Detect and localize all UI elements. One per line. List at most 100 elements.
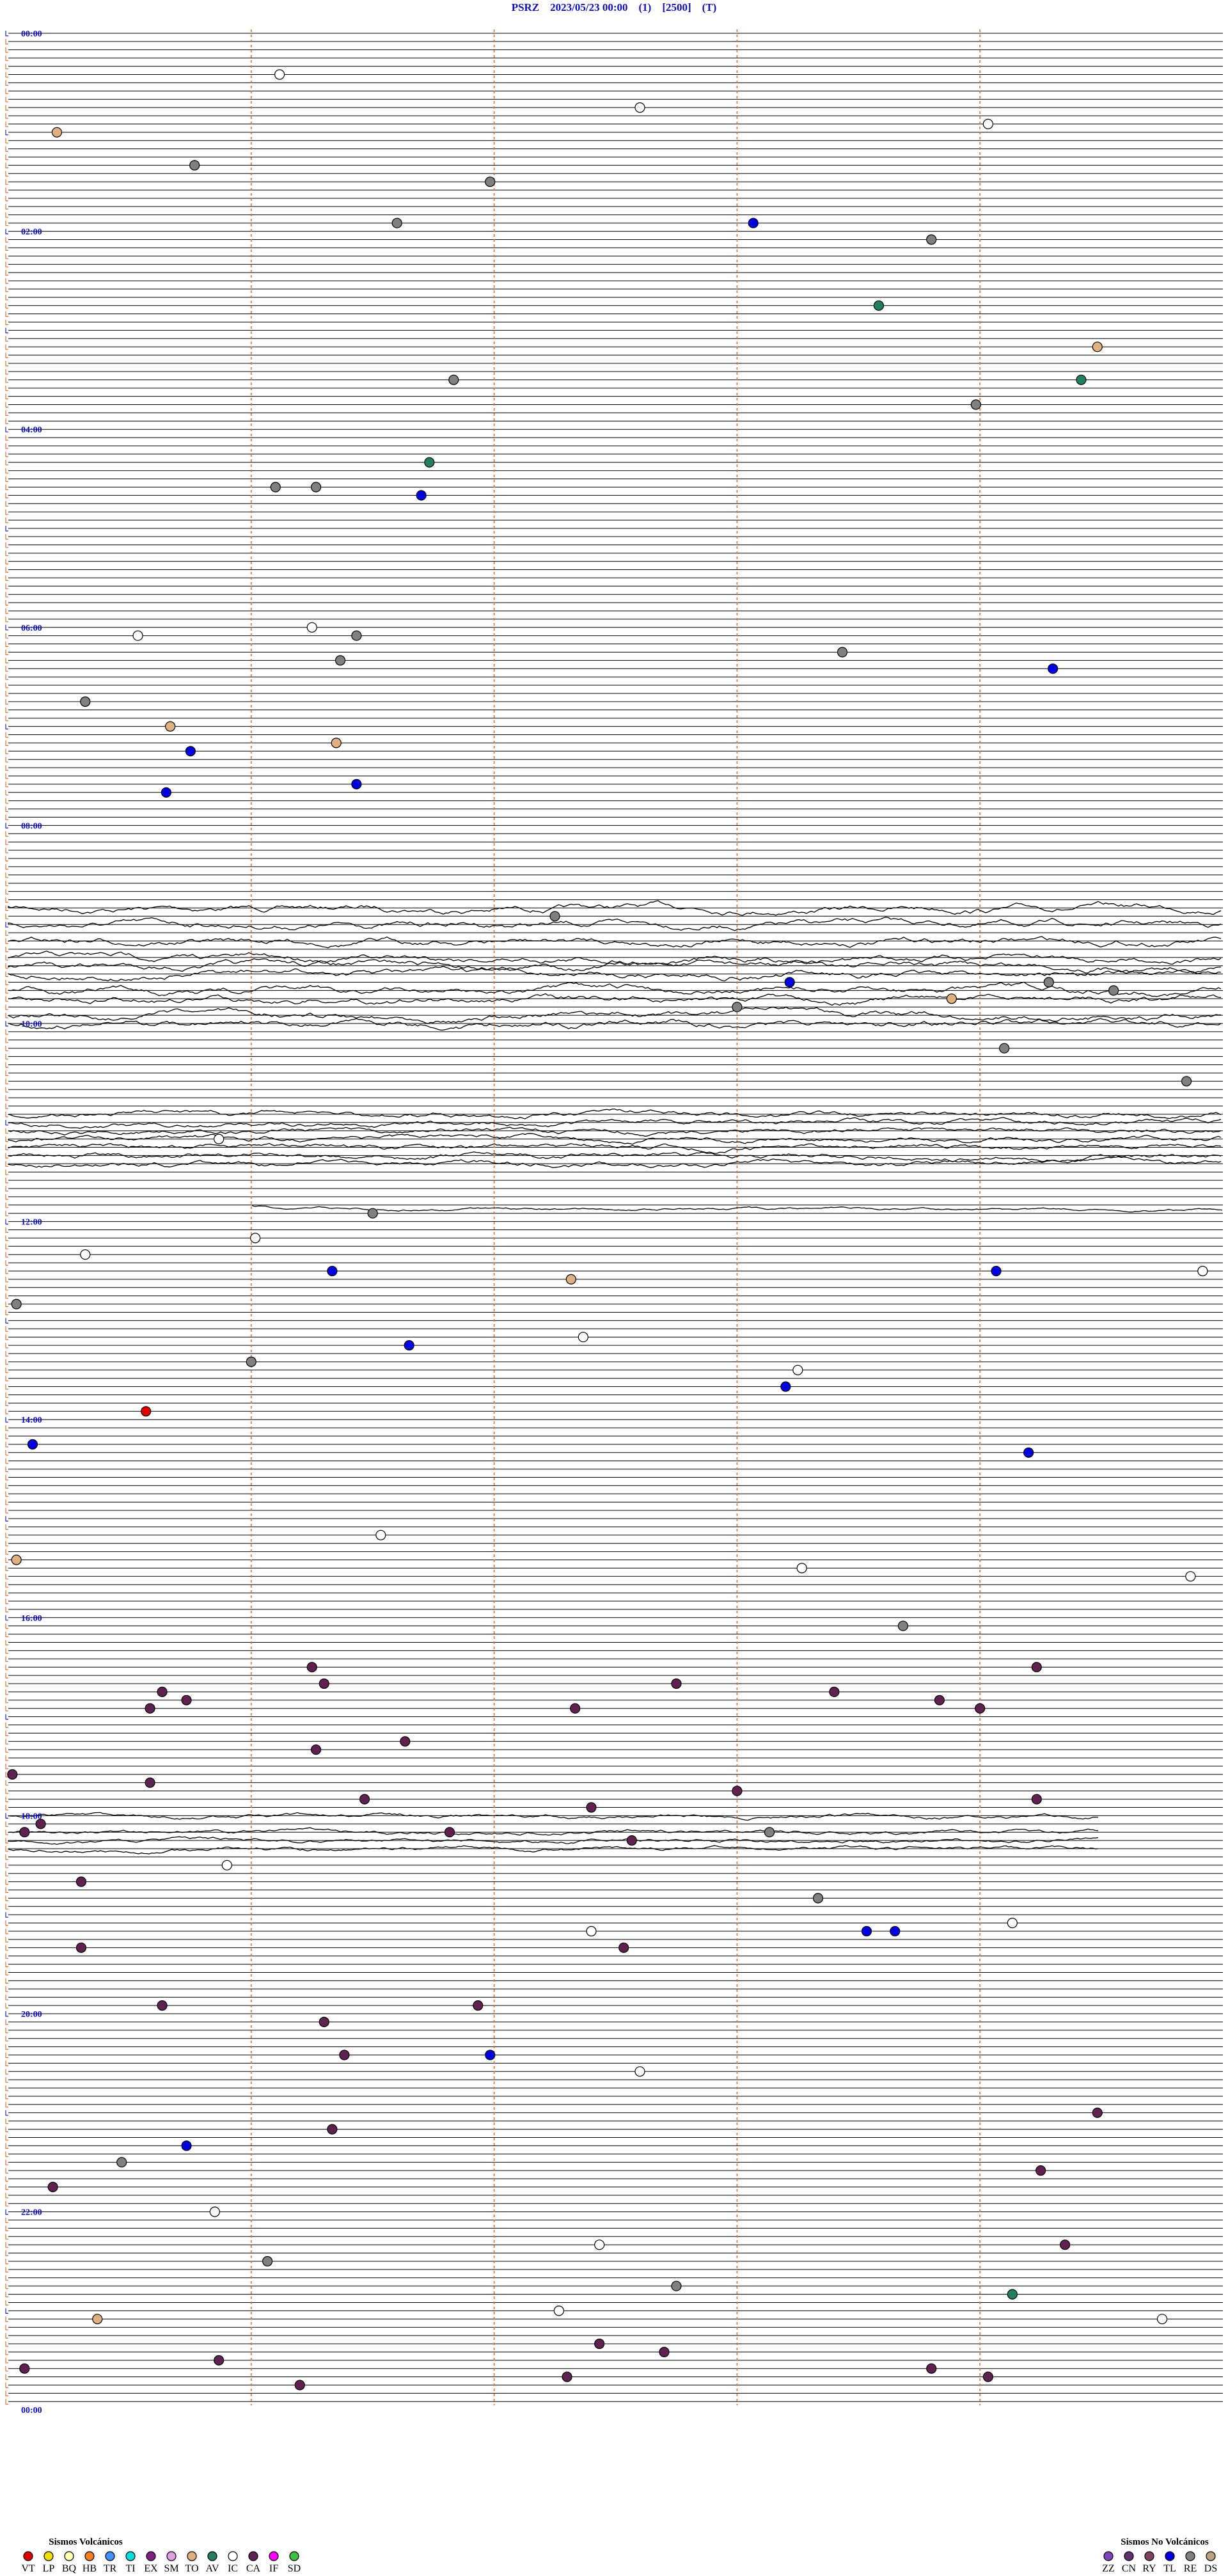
seismic-signal [8,1117,1222,1129]
event-marker [351,778,362,790]
trace-start-mark [5,1153,8,1158]
trace-start-mark [5,616,8,622]
event-marker [27,1439,38,1450]
legend-label: IC [228,2563,238,2574]
trace-start-mark [5,1705,8,1712]
event-marker [861,1925,872,1937]
trace-start-mark [5,2118,8,2124]
event-marker [132,630,143,641]
trace-start-mark [5,418,8,424]
trace-start-mark [5,80,8,86]
event-marker [270,482,281,493]
trace-start-mark [5,2341,8,2347]
trace-start-mark [5,1087,8,1093]
event-marker [1156,2314,1168,2325]
trace-start-mark [5,1689,8,1695]
trace-start-mark [5,2052,8,2058]
event-marker [890,1925,901,1937]
trace-start-mark [5,1540,8,1547]
event-marker [982,118,993,129]
trace-start-mark [5,443,8,449]
trace-start-mark [5,1276,8,1283]
trace-start-mark [5,1450,8,1456]
event-marker [92,2314,103,2325]
legend-title: Sismos Volcánicos [49,2537,123,2547]
trace-start-mark [5,303,8,309]
event-marker [335,655,346,666]
trace-start-mark [5,1805,8,1811]
event-marker [375,1529,386,1540]
trace-start-mark [5,666,8,672]
trace-start-mark [5,699,8,705]
trace-start-mark [5,1219,8,1225]
event-marker [145,1703,155,1714]
trace-start-mark [5,1375,8,1382]
trace-start-mark [5,1359,8,1365]
event-marker [812,1893,824,1904]
event-marker [1031,1662,1042,1673]
trace-start-mark [5,2316,8,2322]
legend-label: IF [269,2563,278,2574]
event-marker [181,1695,192,1705]
trace-start-mark [5,674,8,680]
legend-label: TL [1163,2563,1176,2574]
trace-start-mark [5,1936,8,1943]
trace-start-mark [5,988,8,993]
trace-start-mark [5,757,8,763]
event-marker [1043,977,1054,988]
trace-start-mark [5,1673,8,1679]
seismic-signal [8,1133,1222,1145]
trace-start-mark [5,1929,8,1934]
trace-start-mark [5,781,8,787]
trace-start-mark [5,1606,8,1613]
trace-start-mark [5,88,8,94]
trace-start-mark [5,1788,8,1794]
seismic-signal [252,1205,1223,1213]
trace-start-mark [5,344,8,350]
trace-start-mark [5,294,8,301]
trace-start-mark [5,608,8,614]
trace-start-mark [5,1400,8,1406]
trace-start-mark [5,1870,8,1877]
trace-start-mark [5,1813,8,1819]
event-marker [11,1554,22,1565]
trace-start-mark [5,1945,8,1951]
trace-start-mark [5,1796,8,1803]
trace-start-mark [5,146,8,152]
time-label: 20:00 [21,2010,42,2019]
event-marker [792,1364,803,1375]
event-marker [1023,1447,1034,1458]
event-marker [416,490,427,501]
trace-start-mark [5,550,8,557]
trace-start-mark [5,1186,8,1192]
trace-start-mark [5,2242,8,2248]
legend-swatch [1144,2551,1154,2561]
trace-start-mark [5,203,8,210]
trace-start-mark [5,864,8,870]
trace-start-mark [5,1252,8,1258]
trace-start-mark [5,237,8,243]
trace-start-mark [5,518,8,523]
legend-swatch [1165,2551,1175,2561]
seismic-signal [8,1006,1222,1025]
trace-start-mark [5,1747,8,1753]
trace-start-mark [5,592,8,597]
event-marker [339,2050,350,2060]
seismic-signal [8,1836,1099,1845]
seismic-signal [8,1126,1222,1137]
trace-start-mark [5,1029,8,1035]
trace-start-mark [5,1565,8,1571]
event-marker [594,2338,605,2350]
trace-start-mark [5,806,8,812]
legend-swatch [146,2551,156,2561]
trace-start-mark [5,509,8,515]
event-marker [11,1299,22,1309]
trace-start-mark [5,2085,8,2091]
seismic-signal [8,1151,1222,1164]
trace-start-mark [5,2019,8,2025]
event-marker [1197,1265,1208,1277]
trace-start-mark [5,723,8,730]
trace-start-mark [5,1995,8,2000]
trace-start-mark [5,533,8,540]
event-marker [116,2157,127,2168]
